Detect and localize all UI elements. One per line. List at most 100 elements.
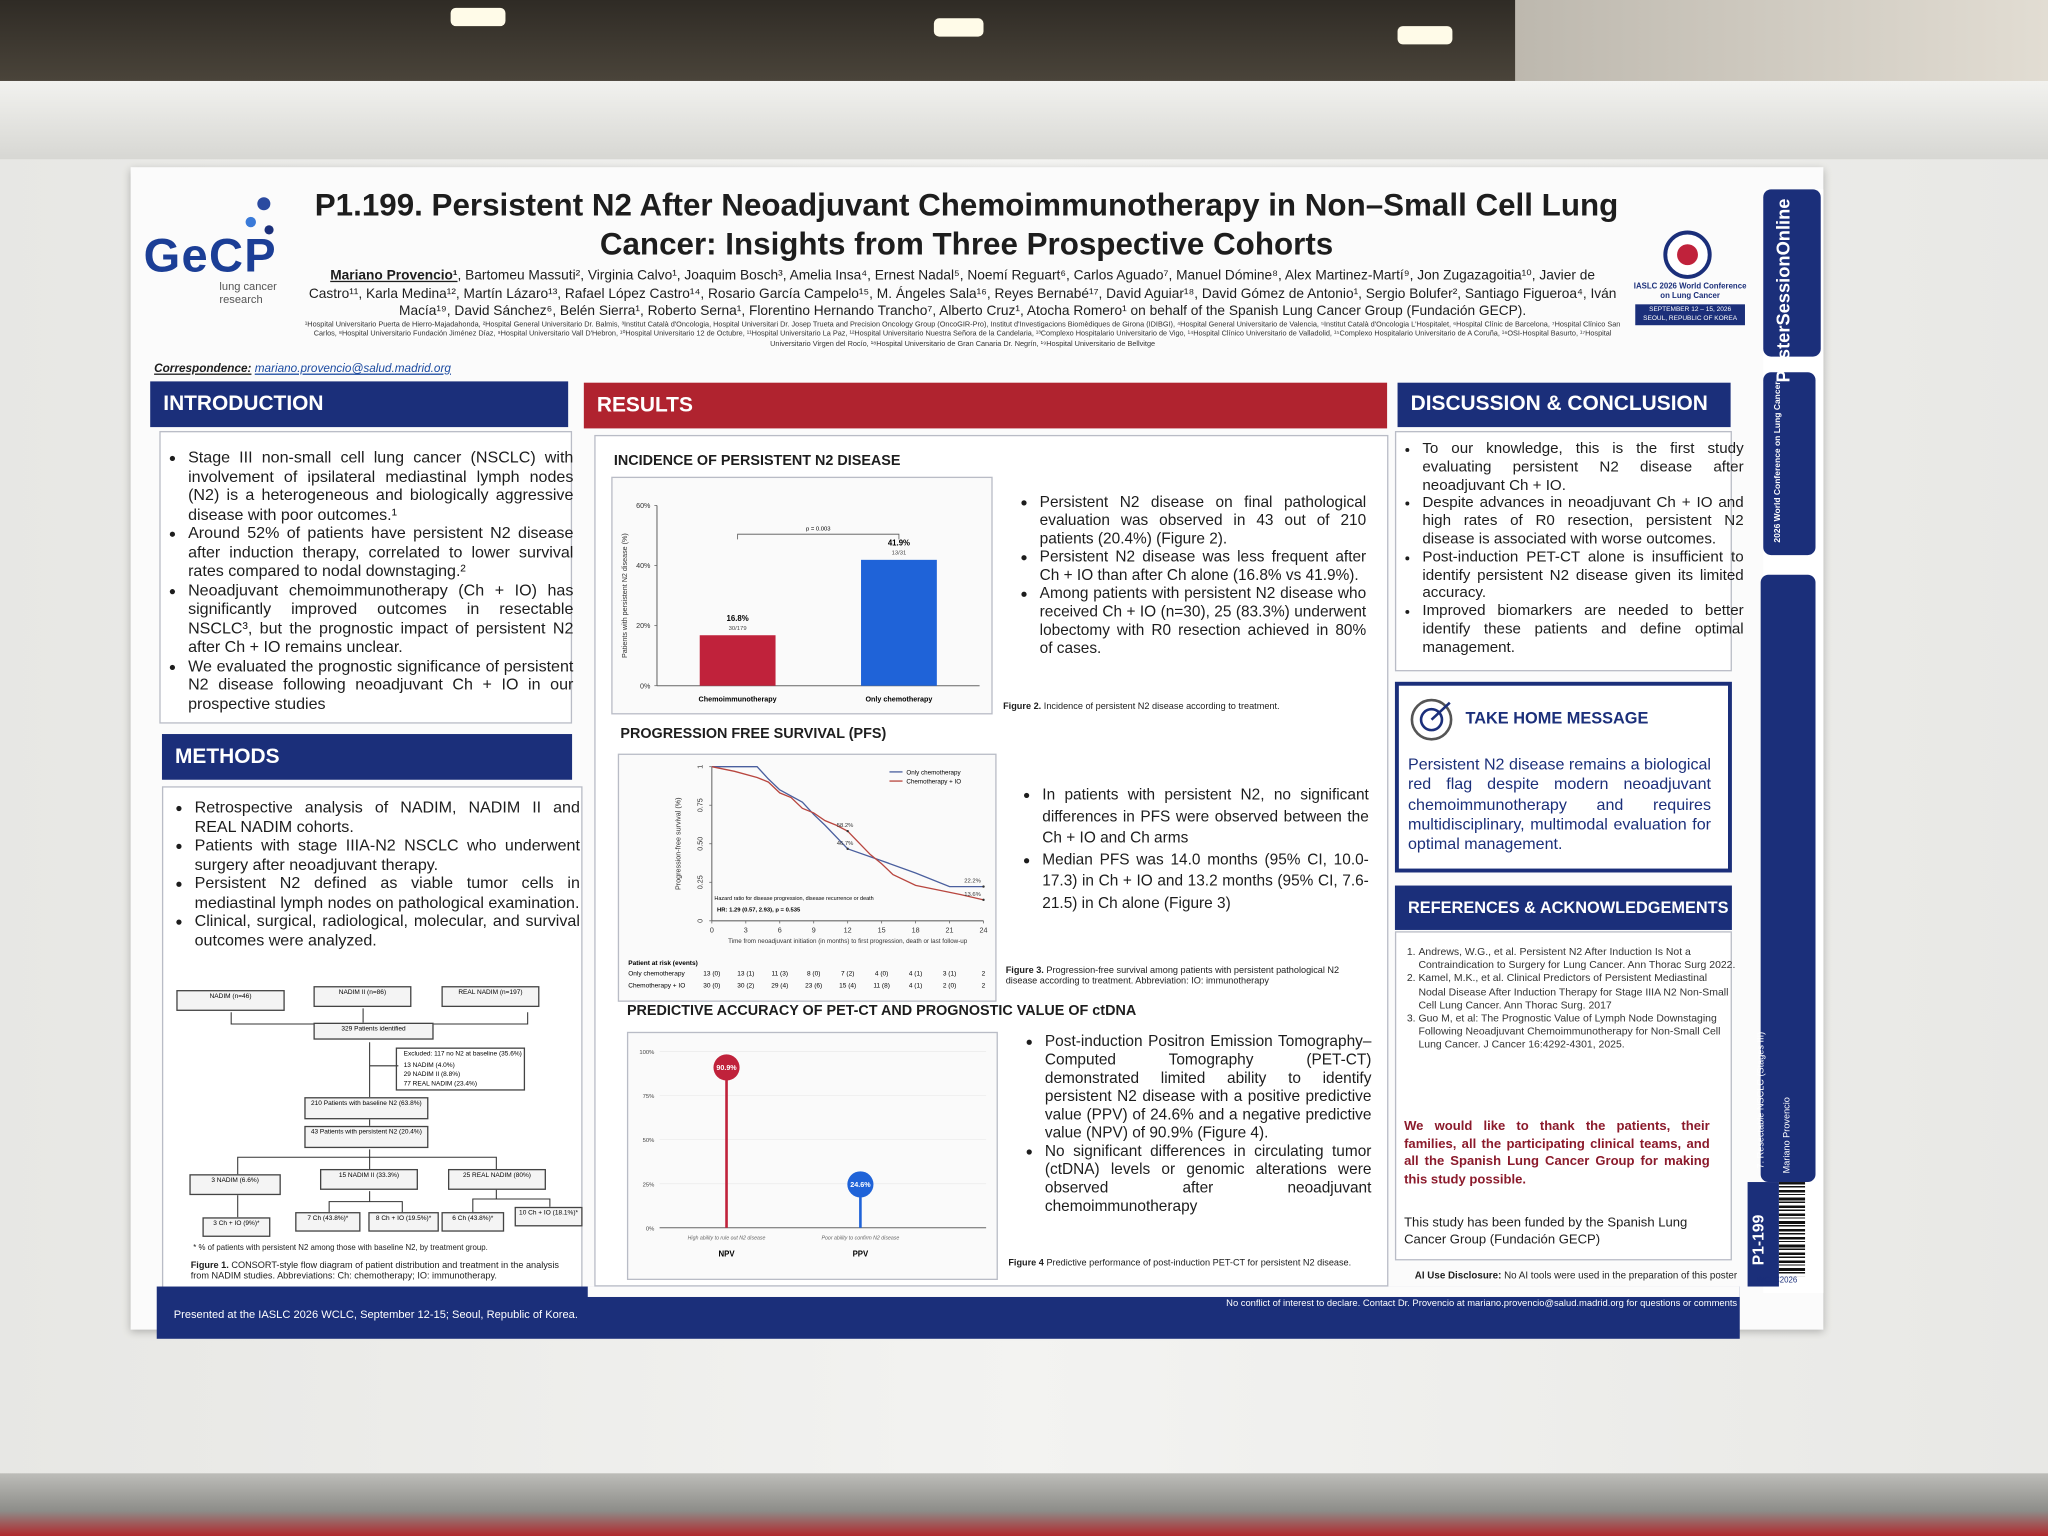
caption-text: Incidence of persistent N2 disease accor…: [1043, 702, 1280, 712]
author-list: , Bartomeu Massuti², Virginia Calvo¹, Jo…: [308, 267, 1617, 320]
risk-count: 23 (6): [805, 982, 822, 989]
flow-node: 15 NADIM II (33.3%): [319, 1168, 418, 1190]
y-tick-label: 0.50: [697, 837, 705, 851]
x-tick-label: Chemoimmunotherapy: [699, 695, 777, 703]
section-heading: METHODS: [161, 734, 573, 780]
figure-caption: Figure 3. Progression-free survival amon…: [1006, 967, 1346, 989]
risk-count: 4 (1): [909, 982, 922, 989]
significance-bracket: [737, 533, 900, 540]
y-tick-label: 0.25: [697, 875, 705, 889]
bullet: Median PFS was 14.0 months (95% CI, 10.0…: [1042, 848, 1369, 913]
affiliations: ¹Hospital Universitario Puerta de Hierro…: [304, 321, 1621, 349]
risk-count: 11 (8): [873, 982, 890, 989]
board-frame: [0, 80, 2048, 160]
poster-code: P1.199.: [314, 188, 423, 224]
logo-mark: [245, 197, 274, 235]
risk-count: 4 (1): [909, 971, 922, 978]
risk-count: 15 (4): [839, 982, 856, 989]
hr-value: HR: 1.29 (0.57, 2.93), p = 0.535: [717, 908, 801, 914]
disclosure-text: No AI tools were used in the preparation…: [1504, 1269, 1738, 1282]
bullet: Retrospective analysis of NADIM, NADIM I…: [195, 798, 580, 836]
annotation-label: 46.7%: [837, 841, 854, 847]
pfs-chart: Progression-free survival (%) 0 0.25 0.50 0.…: [628, 765, 988, 990]
legend-label: Only chemotherapy: [906, 769, 961, 776]
bullet: Around 52% of patients have persistent N…: [188, 524, 573, 581]
icon-arrow: [1430, 701, 1451, 721]
risk-row-label: Chemotherapy + IO: [628, 982, 685, 989]
risk-title: Patient at risk (events): [628, 960, 698, 967]
annotation-point: [982, 898, 985, 902]
y-tick-label: 1: [697, 765, 705, 769]
risk-count: 7 (2): [841, 971, 854, 978]
bullet: Post-induction PET-CT alone is insuffici…: [1422, 548, 1743, 602]
y-tick-label: 0.75: [697, 798, 705, 812]
sidebar-band: [1763, 372, 1816, 556]
flow-node: NADIM (n=46): [176, 990, 285, 1011]
figure-caption: Figure 4 Predictive performance of post-…: [1008, 1259, 1374, 1270]
sidebar-band: [1760, 574, 1816, 1183]
icon-ring: [1419, 707, 1444, 732]
caption-label: Figure 3.: [1005, 966, 1044, 976]
intro-box: [159, 431, 573, 724]
incidence-chart: Patients with persistent N2 disease (%) 0…: [621, 502, 980, 703]
funding: This study has been funded by the Spanis…: [1404, 1215, 1688, 1248]
x-tick-label: 21: [946, 927, 954, 935]
flow-node: 329 Patients identified: [313, 1022, 434, 1040]
x-tick-label: 6: [778, 927, 782, 935]
x-tick-label: NPV: [718, 1249, 735, 1258]
caption-label: Figure 4: [1008, 1259, 1044, 1269]
value-label: 16.8%: [727, 614, 749, 623]
conference-name: IASLC 2026 World Conference on Lung Canc…: [1633, 283, 1747, 301]
sidebar-conference: 2026 World Conference on Lung Cancer: [1773, 381, 1783, 543]
section-heading: REFERENCES & ACKNOWLEDGEMENTS: [1394, 885, 1732, 930]
footer-presented: Presented at the IASLC 2026 WCLC, Septem…: [173, 1307, 578, 1321]
bullet: In patients with persistent N2, no signi…: [1042, 784, 1369, 849]
logo-dot: [245, 216, 256, 228]
flow-node: 13 NADIM (4.0%): [403, 1061, 455, 1070]
flow-node: 6 Ch (43.8%)*: [441, 1212, 505, 1232]
x-tick-label: 3: [744, 927, 748, 935]
flow-line: [369, 1042, 399, 1098]
value-label: 90.9%: [716, 1064, 737, 1072]
bullet: Andrews, W.G., et al. Persistent N2 Afte…: [1418, 946, 1737, 973]
flow-node: Excluded: 117 no N2 at baseline (35.6%): [403, 1050, 522, 1058]
flow-node: 10 Ch + IO (18.1%)*: [514, 1206, 583, 1227]
lead-author: Mariano Provencio¹: [330, 267, 458, 284]
figure-panel: [617, 753, 997, 1002]
risk-count: 2 (0): [943, 982, 956, 989]
x-tick-label: 9: [812, 927, 816, 935]
bullet: Persistent N2 disease was less frequent …: [1040, 547, 1367, 584]
annotation-point: [846, 829, 849, 833]
section-heading: RESULTS: [583, 382, 1388, 429]
bullet: Stage III non-small cell lung cancer (NS…: [188, 448, 573, 524]
y-tick-label: 0: [697, 919, 705, 923]
lollipop-head: [713, 1054, 740, 1081]
icon-ring: [1410, 698, 1453, 741]
flow-node: 77 REAL NADIM (23.4%): [403, 1080, 478, 1088]
flow-node: 25 REAL NADIM (80%): [447, 1168, 546, 1190]
bullet: No significant differences in circulatin…: [1045, 1142, 1372, 1215]
methods-bullets: Retrospective analysis of NADIM, NADIM I…: [174, 798, 580, 950]
bullet: Clinical, surgical, radiological, molecu…: [195, 912, 580, 950]
conference-band: [1635, 304, 1745, 326]
category-description: High ability to rule out N2 disease: [688, 1236, 766, 1242]
risk-count: 2: [982, 971, 986, 978]
logo-dot: [257, 197, 271, 211]
sidebar-id: P1-199: [1748, 1214, 1768, 1266]
annotation-label: 58.2%: [837, 823, 854, 829]
bullet: Kamel, M.K., et al. Clinical Predictors …: [1418, 972, 1737, 1012]
bullet: Persistent N2 disease on final pathologi…: [1040, 492, 1367, 547]
bullet: Despite advances in neoadjuvant Ch + IO …: [1422, 494, 1743, 548]
bullet: Among patients with persistent N2 diseas…: [1040, 584, 1367, 657]
y-tick-label: 0%: [640, 682, 651, 690]
subsection-heading: INCIDENCE OF PERSISTENT N2 DISEASE: [613, 453, 901, 469]
title: P1.199. Persistent N2 After Neoadjuvant …: [313, 187, 1619, 265]
petct-chart: 0% 25% 50% 75% 100% 90.9% High ability to rule…: [639, 1050, 987, 1258]
take-home-text: Persistent N2 disease remains a biologic…: [1407, 754, 1712, 854]
x-tick-label: 24: [980, 927, 988, 935]
petct-bullets: Post-induction Positron Emission Tomogra…: [1024, 1032, 1372, 1215]
annotation-point: [846, 847, 849, 851]
bullet: Persistent N2 defined as viable tumor ce…: [195, 874, 580, 912]
flow-line: [237, 1188, 551, 1218]
risk-count: 3 (1): [943, 971, 956, 978]
